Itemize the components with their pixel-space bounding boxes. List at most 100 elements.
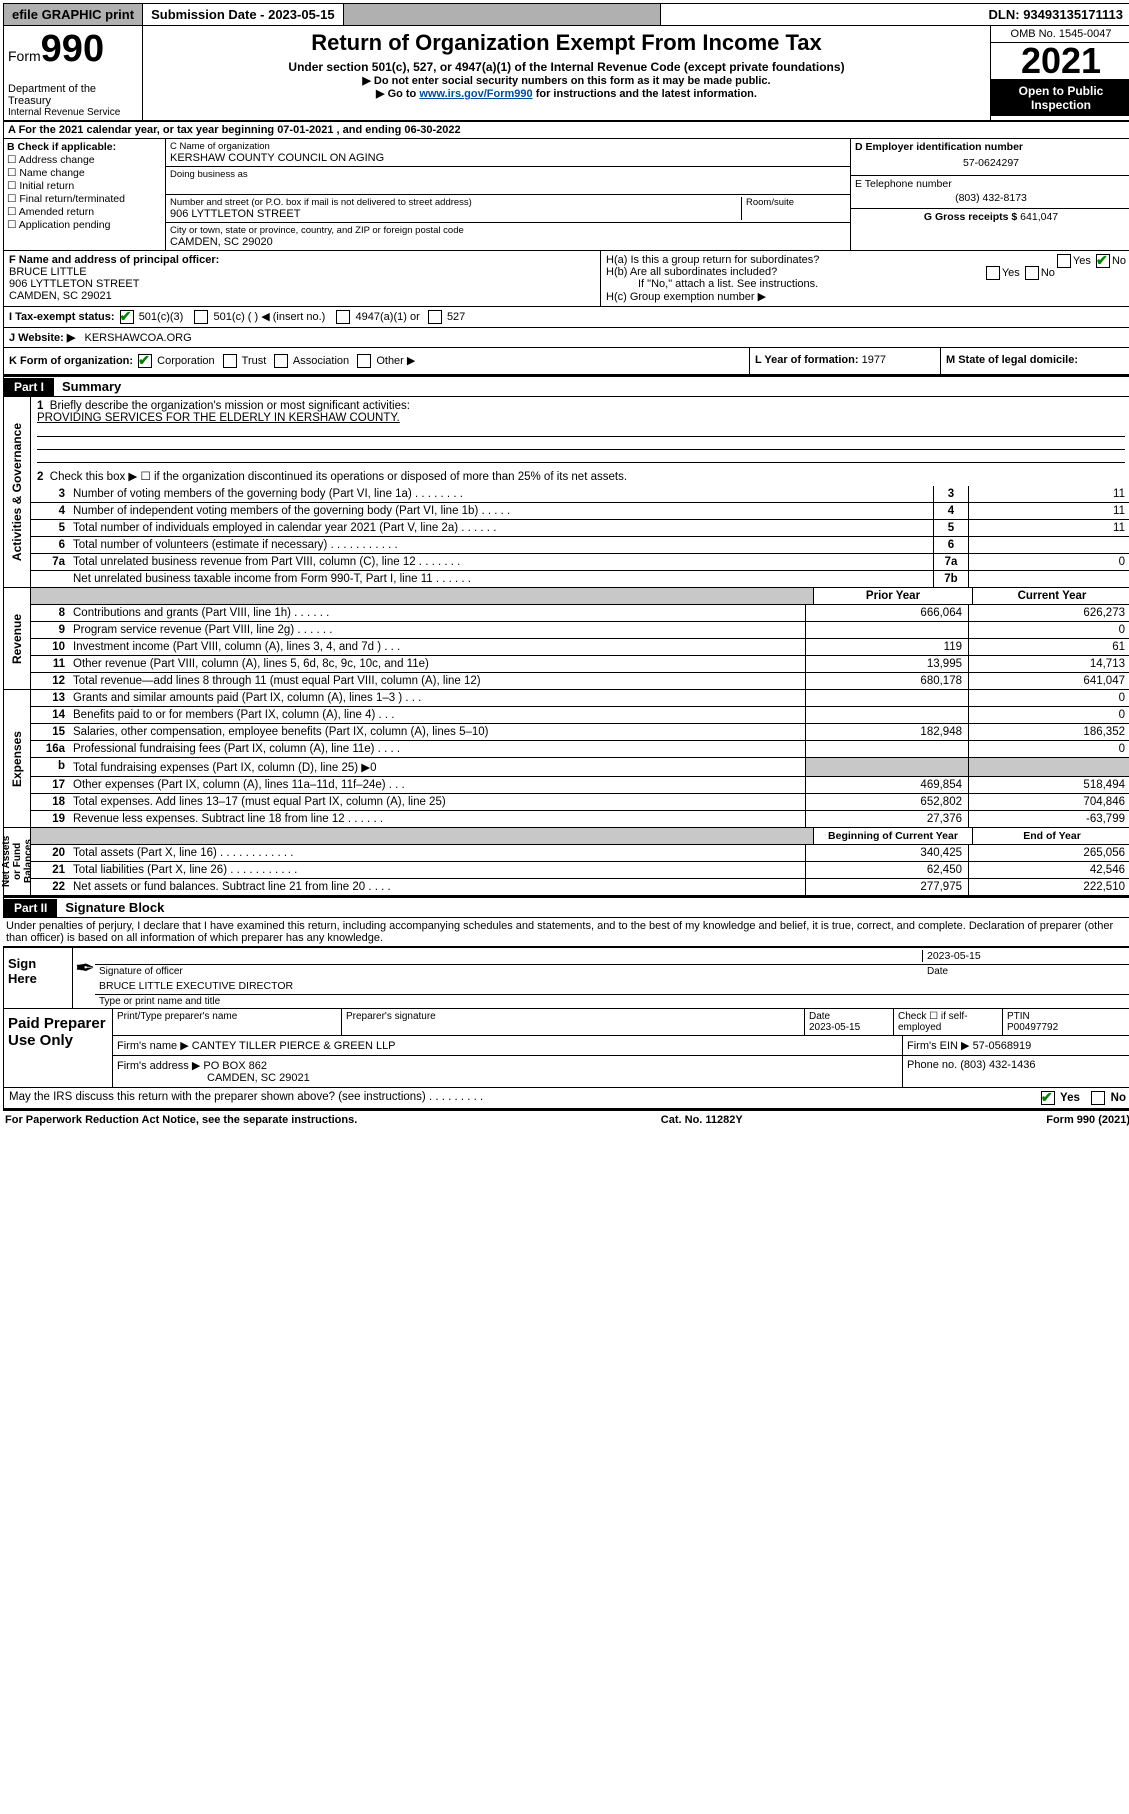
chk-501c[interactable] [194,310,208,324]
line-num: 13 [31,690,69,706]
year-formation: 1977 [862,354,886,366]
prep-sig-hdr: Preparer's signature [342,1009,805,1035]
line-num: 19 [31,811,69,827]
side-activities-governance: Activities & Governance [8,419,26,565]
line-num: 18 [31,794,69,810]
current-year-val: 14,713 [968,656,1129,672]
submission-date: Submission Date - 2023-05-15 [143,4,344,25]
city-state-zip: CAMDEN, SC 29020 [170,236,846,248]
room-label: Room/suite [746,197,846,208]
line-num: 9 [31,622,69,638]
c-name-label: C Name of organization [170,141,846,152]
officer-name: BRUCE LITTLE [9,266,87,278]
addr-label: Number and street (or P.O. box if mail i… [170,197,741,208]
chk-address-change[interactable]: ☐ Address change [7,154,162,166]
e-label: E Telephone number [855,178,1127,190]
firm-addr1: PO BOX 862 [203,1060,267,1072]
chk-amended[interactable]: ☐ Amended return [7,206,162,218]
line-num: 16a [31,741,69,757]
paperwork-notice: For Paperwork Reduction Act Notice, see … [5,1114,357,1126]
chk-trust[interactable] [223,354,237,368]
hb-yes[interactable] [986,266,1000,280]
line-value: 11 [968,520,1129,536]
line-desc: Total unrelated business revenue from Pa… [69,554,933,570]
section-c: C Name of organization KERSHAW COUNTY CO… [166,139,850,250]
dln: DLN: 93493135171113 [981,4,1129,25]
prior-year-val [805,690,968,706]
current-year-val: 0 [968,707,1129,723]
line-num: 21 [31,862,69,878]
prior-year-val: 469,854 [805,777,968,793]
chk-initial-return[interactable]: ☐ Initial return [7,180,162,192]
irs-link[interactable]: www.irs.gov/Form990 [419,88,532,100]
efile-print-button[interactable]: efile GRAPHIC print [4,4,143,25]
line-box: 7a [933,554,968,570]
firm-ein: 57-0568919 [973,1040,1032,1052]
line-num: 7a [31,554,69,570]
dba-label: Doing business as [170,169,846,180]
line-desc: Total fundraising expenses (Part IX, col… [69,758,805,776]
chk-other[interactable] [357,354,371,368]
section-l: L Year of formation: 1977 [749,348,940,374]
chk-final-return[interactable]: ☐ Final return/terminated [7,193,162,205]
prior-year-val: 182,948 [805,724,968,740]
form-990: 990 [41,28,104,70]
current-year-val: -63,799 [968,811,1129,827]
goto-post: for instructions and the latest informat… [533,88,757,100]
org-name: KERSHAW COUNTY COUNCIL ON AGING [170,152,846,164]
prior-year-val: 652,802 [805,794,968,810]
chk-501c3[interactable] [120,310,134,324]
type-name-label: Type or print name and title [95,995,1129,1008]
chk-corporation[interactable] [138,354,152,368]
line-desc: Net assets or fund balances. Subtract li… [69,879,805,895]
hb-label: H(b) Are all subordinates included? [606,266,777,278]
col-end-year: End of Year [972,828,1129,844]
ha-no[interactable] [1096,254,1110,268]
line-desc: Other revenue (Part VIII, column (A), li… [69,656,805,672]
subtitle-2b: ▶ Go to www.irs.gov/Form990 for instruct… [149,87,984,100]
line-desc: Investment income (Part VIII, column (A)… [69,639,805,655]
sig-officer-label: Signature of officer [95,965,923,978]
chk-association[interactable] [274,354,288,368]
section-i: I Tax-exempt status: 501(c)(3) 501(c) ( … [4,307,601,327]
chk-name-change[interactable]: ☐ Name change [7,167,162,179]
current-year-val: 42,546 [968,862,1129,878]
line-value: 11 [968,503,1129,519]
side-net-assets: Net Assets or Fund Balances [0,828,36,895]
current-year-val: 626,273 [968,605,1129,621]
current-year-val: 0 [968,690,1129,706]
may-yes[interactable] [1041,1091,1055,1105]
may-no[interactable] [1091,1091,1105,1105]
l-label: L Year of formation: [755,354,859,366]
line-box: 3 [933,486,968,502]
chk-527[interactable] [428,310,442,324]
prior-year-val [805,758,968,776]
sign-date: 2023-05-15 [922,950,1127,962]
current-year-val: 704,846 [968,794,1129,810]
sig-date-label: Date [923,965,1129,978]
hb-no[interactable] [1025,266,1039,280]
section-k: K Form of organization: Corporation Trus… [4,348,749,374]
line-desc: Revenue less expenses. Subtract line 18 … [69,811,805,827]
ha-yes[interactable] [1057,254,1071,268]
col-prior-year: Prior Year [813,588,972,604]
current-year-val: 518,494 [968,777,1129,793]
chk-4947[interactable] [336,310,350,324]
current-year-val: 0 [968,622,1129,638]
line-num: 4 [31,503,69,519]
line-desc: Benefits paid to or for members (Part IX… [69,707,805,723]
part-i-tag: Part I [4,378,54,396]
line-box: 7b [933,571,968,587]
firm-ein-lab: Firm's EIN ▶ [907,1040,970,1052]
may-irs-discuss: May the IRS discuss this return with the… [3,1088,1129,1109]
f-label: F Name and address of principal officer: [9,254,219,266]
current-year-val: 222,510 [968,879,1129,895]
chk-application-pending[interactable]: ☐ Application pending [7,219,162,231]
tax-year: 2021 [991,43,1129,79]
d-label: D Employer identification number [855,141,1127,153]
top-bar: efile GRAPHIC print Submission Date - 20… [3,3,1129,26]
line-num: 8 [31,605,69,621]
dept-treasury: Department of the Treasury [8,83,138,107]
line-num: 3 [31,486,69,502]
line-box: 4 [933,503,968,519]
